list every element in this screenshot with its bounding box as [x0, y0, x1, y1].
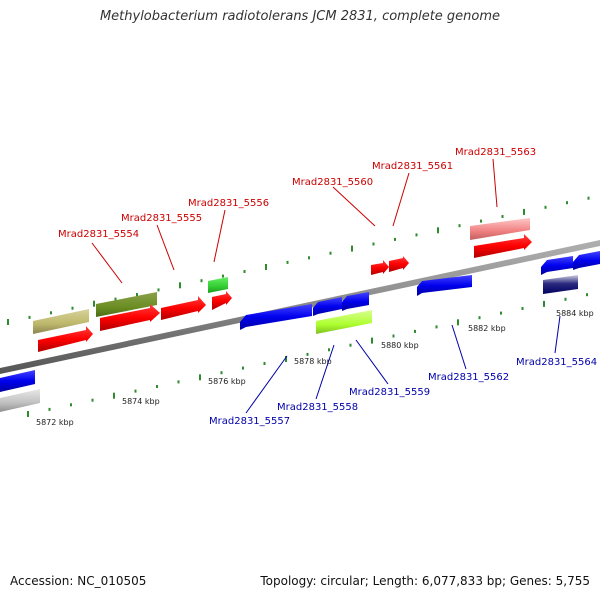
genome-summary-text: Topology: circular; Length: 6,077,833 bp… — [260, 574, 590, 588]
gene-mrad2831-5559[interactable] — [342, 292, 369, 311]
scale-label-5878: 5878 kbp — [294, 357, 332, 366]
reverse-strand-genes — [0, 251, 600, 412]
callout-5554 — [91, 242, 123, 284]
label-mrad2831-5559[interactable]: Mrad2831_5559 — [349, 387, 430, 398]
accession-text: Accession: NC_010505 — [10, 574, 147, 588]
label-mrad2831-5554[interactable]: Mrad2831_5554 — [58, 229, 139, 240]
gene-mrad2831-5563b[interactable] — [474, 234, 532, 258]
gene-mrad2831-5555b[interactable] — [161, 296, 206, 320]
label-mrad2831-5555[interactable]: Mrad2831_5555 — [121, 213, 202, 224]
gene-mrad2831-5557[interactable] — [240, 304, 312, 330]
scale-label-5874: 5874 kbp — [122, 397, 160, 406]
label-mrad2831-5558[interactable]: Mrad2831_5558 — [277, 402, 358, 413]
gene-mrad2831-5555[interactable] — [100, 304, 160, 331]
reverse-gene-labels: Mrad2831_5557 Mrad2831_5558 Mrad2831_555… — [209, 315, 597, 427]
label-mrad2831-5562[interactable]: Mrad2831_5562 — [428, 372, 509, 383]
gene-mrad2831-5563[interactable] — [470, 218, 530, 240]
callout-5563 — [492, 158, 498, 208]
forward-strand-ticks — [7, 196, 590, 325]
label-mrad2831-5557[interactable]: Mrad2831_5557 — [209, 416, 290, 427]
callout-5564 — [554, 315, 561, 354]
callout-5558 — [315, 344, 335, 400]
gene-khaki[interactable] — [33, 309, 89, 334]
gene-reverse-left-1[interactable] — [0, 370, 35, 392]
label-mrad2831-5564[interactable]: Mrad2831_5564 — [516, 357, 597, 368]
gene-mrad2831-5561[interactable] — [389, 256, 409, 272]
gene-mrad2831-5564c[interactable] — [543, 275, 578, 294]
forward-gene-labels: Mrad2831_5554 Mrad2831_5555 Mrad2831_555… — [58, 147, 536, 284]
genome-title: Methylobacterium radiotolerans JCM 2831,… — [99, 9, 501, 24]
gene-mrad2831-5557b[interactable] — [313, 297, 342, 316]
label-mrad2831-5556[interactable]: Mrad2831_5556 — [188, 198, 269, 209]
callout-5559 — [355, 339, 389, 385]
gene-mrad2831-5556b[interactable] — [212, 291, 232, 310]
label-mrad2831-5560[interactable]: Mrad2831_5560 — [292, 177, 373, 188]
callout-5560 — [332, 186, 376, 227]
gene-mrad2831-5556[interactable] — [208, 277, 228, 293]
scale-label-5872: 5872 kbp — [36, 418, 74, 427]
callout-5557 — [245, 355, 288, 414]
scale-label-5882: 5882 kbp — [468, 324, 506, 333]
gene-mrad2831-5564b[interactable] — [573, 251, 600, 270]
callout-5555 — [156, 224, 175, 271]
callout-5561 — [392, 172, 410, 227]
gene-olive[interactable] — [96, 292, 157, 317]
gene-mrad2831-5560[interactable] — [371, 260, 389, 275]
reverse-strand-ticks — [27, 293, 588, 417]
scale-label-5880: 5880 kbp — [381, 341, 419, 350]
callout-5556 — [213, 209, 226, 263]
gene-mrad2831-5558[interactable] — [316, 310, 372, 334]
scale-label-5884: 5884 kbp — [556, 309, 594, 318]
label-mrad2831-5561[interactable]: Mrad2831_5561 — [372, 161, 453, 172]
callout-5562 — [451, 324, 467, 370]
label-mrad2831-5563[interactable]: Mrad2831_5563 — [455, 147, 536, 158]
gene-mrad2831-5554[interactable] — [38, 326, 93, 352]
gene-mrad2831-5564[interactable] — [541, 256, 573, 275]
gene-reverse-left-2[interactable] — [0, 389, 40, 412]
forward-strand-genes — [33, 218, 532, 352]
scale-label-5876: 5876 kbp — [208, 377, 246, 386]
gene-mrad2831-5562[interactable] — [417, 275, 472, 296]
scale-labels: 5872 kbp 5874 kbp 5876 kbp 5878 kbp 5880… — [36, 309, 594, 427]
